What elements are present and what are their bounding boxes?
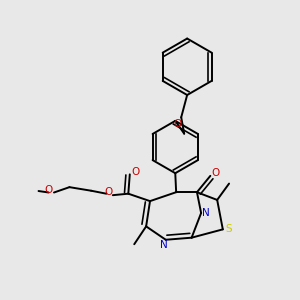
Text: O: O <box>173 119 182 129</box>
Text: N: N <box>202 208 210 218</box>
Text: O: O <box>131 167 139 177</box>
Text: N: N <box>160 239 168 250</box>
Text: O: O <box>211 168 219 178</box>
Text: O: O <box>104 187 112 197</box>
Text: O: O <box>44 184 52 194</box>
Text: S: S <box>226 224 232 234</box>
